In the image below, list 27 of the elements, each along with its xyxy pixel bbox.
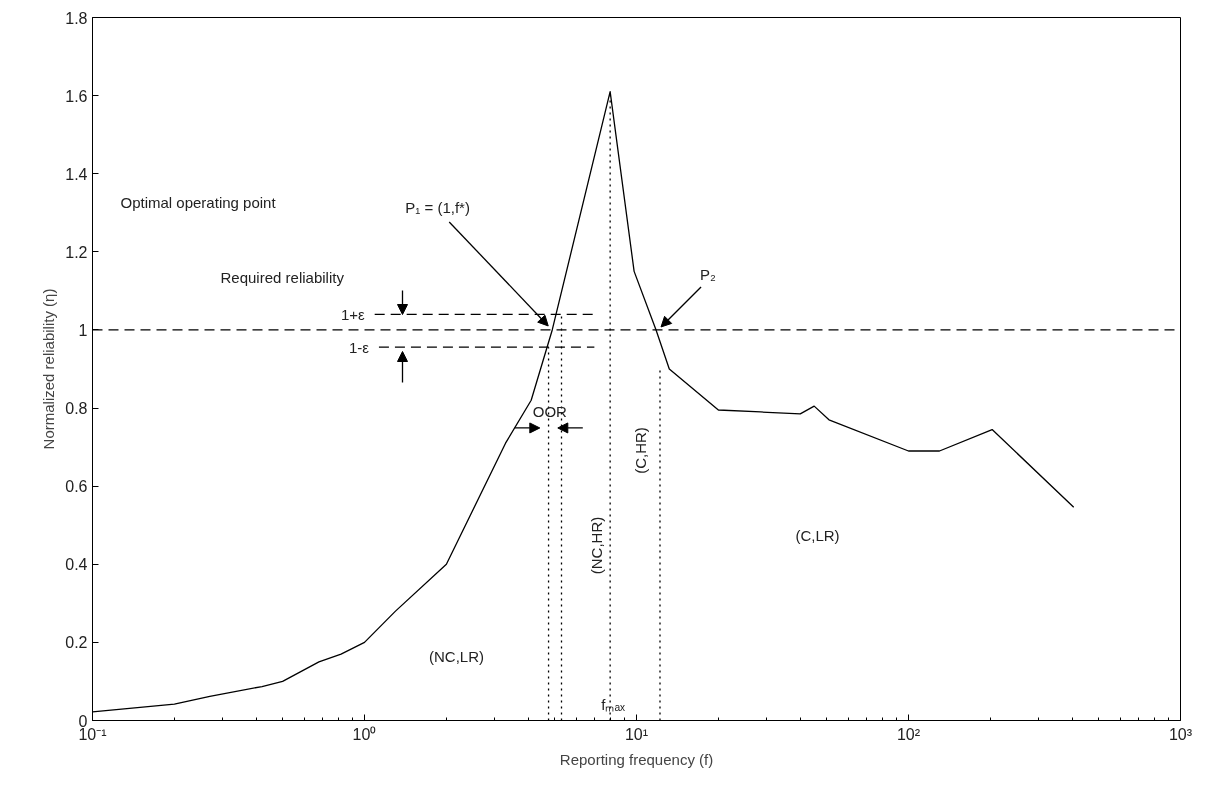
y-tick-label: 0.4 <box>65 556 88 574</box>
x-axis-title: Reporting frequency (f) <box>559 750 714 768</box>
y-tick-label: 1.4 <box>65 165 88 183</box>
annotation: (NC,HR) <box>588 516 605 575</box>
y-axis-title: Normalized reliability (η) <box>40 288 58 450</box>
y-tick-label: 0.8 <box>65 400 88 418</box>
x-tick-label: 10¹ <box>624 725 649 743</box>
annotation: 1+ε <box>340 305 365 323</box>
y-tick-label: 0.2 <box>65 634 88 652</box>
annotation: Optimal operating point <box>120 194 277 211</box>
annotation: P₁ = (1,f*) <box>405 199 470 217</box>
annotation: (C,LR) <box>795 527 840 544</box>
annotation: Required reliability <box>220 269 345 286</box>
annotation: P₂ <box>700 266 717 284</box>
y-tick-label: 0.6 <box>65 478 88 496</box>
y-tick-label: 1.6 <box>65 87 88 105</box>
annotation: 1-ε <box>348 338 370 356</box>
annotation: (NC,LR) <box>429 648 484 665</box>
x-tick-label: 10³ <box>1168 725 1193 743</box>
annotation: OOR <box>532 403 568 421</box>
x-tick-label: 10² <box>896 725 921 743</box>
annotation: fₘₐₓ <box>601 696 625 714</box>
x-tick-label: 10⁰ <box>352 725 377 743</box>
y-tick-label: 1 <box>78 321 88 339</box>
y-tick-label: 1.2 <box>65 243 88 261</box>
annotation: (C,HR) <box>632 427 649 474</box>
y-tick-label: 1.8 <box>65 9 88 27</box>
